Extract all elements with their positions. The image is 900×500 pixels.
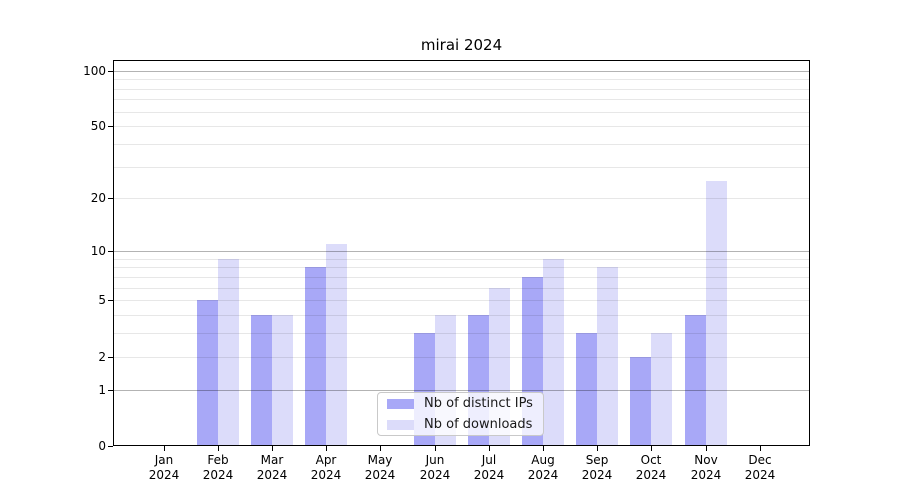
x-axis-label: Jul 2024: [457, 453, 521, 483]
x-axis-label: Jun 2024: [403, 453, 467, 483]
y-axis-label: 5: [98, 293, 106, 307]
legend-swatch-distinct-ips: [387, 398, 414, 409]
legend-entry-distinct-ips: Nb of distinct IPs: [387, 395, 543, 412]
x-axis-label-year: 2024: [473, 468, 505, 482]
y-axis-label: 10: [90, 244, 106, 258]
x-axis-label-year: 2024: [527, 468, 559, 482]
legend-label-distinct-ips: Nb of distinct IPs: [424, 396, 533, 411]
x-axis-tick: [760, 446, 761, 451]
x-axis-tick: [651, 446, 652, 451]
x-axis-label-year: 2024: [690, 468, 722, 482]
x-axis-label: Dec 2024: [728, 453, 792, 483]
x-axis-label-year: 2024: [310, 468, 342, 482]
y-axis-label: 20: [90, 191, 106, 205]
y-axis-label: 50: [90, 119, 106, 133]
x-axis-label: Oct 2024: [619, 453, 683, 483]
x-axis-label-year: 2024: [256, 468, 288, 482]
x-axis-tick: [706, 446, 707, 451]
x-axis-tick: [164, 446, 165, 451]
x-axis-tick: [543, 446, 544, 451]
x-axis-label: May 2024: [348, 453, 412, 483]
x-axis-label: Nov 2024: [674, 453, 738, 483]
x-axis-tick: [489, 446, 490, 451]
x-axis-label: Jan 2024: [132, 453, 196, 483]
x-axis-tick: [326, 446, 327, 451]
y-axis-label: 100: [83, 64, 106, 78]
x-axis-tick: [597, 446, 598, 451]
legend-entry-downloads: Nb of downloads: [387, 416, 543, 433]
x-axis-label-year: 2024: [419, 468, 451, 482]
x-axis-label: Aug 2024: [511, 453, 575, 483]
x-axis-tick: [272, 446, 273, 451]
x-axis-label-year: 2024: [744, 468, 776, 482]
x-axis-label-year: 2024: [635, 468, 667, 482]
x-axis-label-year: 2024: [202, 468, 234, 482]
y-axis-label: 2: [98, 350, 106, 364]
y-axis-label: 0: [98, 439, 106, 453]
legend-label-downloads: Nb of downloads: [424, 417, 533, 432]
chart-title: mirai 2024: [420, 36, 503, 54]
x-axis-label: Mar 2024: [240, 453, 304, 483]
x-axis-label-year: 2024: [148, 468, 180, 482]
axes-frame: [113, 60, 810, 446]
x-axis-label: Apr 2024: [294, 453, 358, 483]
x-axis-label-year: 2024: [364, 468, 396, 482]
y-axis-label: 1: [98, 383, 106, 397]
x-axis-tick: [380, 446, 381, 451]
y-axis-tick: [108, 446, 113, 447]
legend-swatch-downloads: [387, 419, 414, 430]
x-axis-label: Sep 2024: [565, 453, 629, 483]
x-axis-label: Feb 2024: [186, 453, 250, 483]
x-axis-tick: [435, 446, 436, 451]
legend: Nb of distinct IPs Nb of downloads: [377, 392, 544, 436]
x-axis-tick: [218, 446, 219, 451]
x-axis-label-year: 2024: [581, 468, 613, 482]
